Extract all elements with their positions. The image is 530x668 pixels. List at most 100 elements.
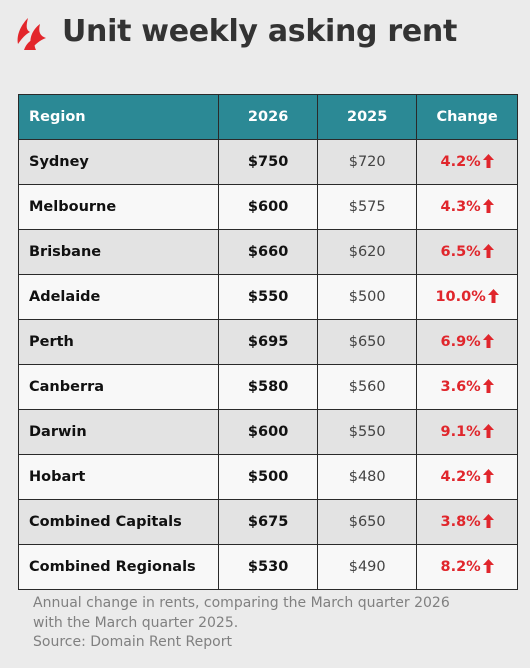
table-cell: 4.2% xyxy=(416,454,518,500)
table-cell: 6.9% xyxy=(416,319,518,365)
up-arrow xyxy=(482,334,494,348)
table-cell: $550 xyxy=(317,409,418,455)
header-row: Region 2026 2025 Change xyxy=(17,94,518,140)
cell-text: $480 xyxy=(348,469,386,485)
cell-text: 9.1% xyxy=(440,424,481,440)
table-cell: $530 xyxy=(218,544,319,590)
cell-text: $530 xyxy=(247,559,289,575)
table-cell: $650 xyxy=(317,319,418,365)
table-cell: 6.5% xyxy=(416,229,518,275)
cell-text: 6.5% xyxy=(440,244,481,260)
table-cell: $580 xyxy=(218,364,319,410)
table-row: Combined Regionals $530 $490 8.2% xyxy=(17,544,518,590)
cell-text: $675 xyxy=(247,514,289,530)
table-cell: Brisbane xyxy=(17,229,220,275)
footer: Annual change in rents, comparing the Ma… xyxy=(33,594,473,653)
table-cell: 3.8% xyxy=(416,499,518,545)
table-row: Darwin $600 $550 9.1% xyxy=(17,409,518,455)
cell-text: $750 xyxy=(247,154,289,170)
cell-text: $650 xyxy=(348,514,386,530)
cell-text: $500 xyxy=(348,289,386,305)
cell-text: $500 xyxy=(247,469,289,485)
table-cell: $600 xyxy=(218,184,319,230)
table-cell: $620 xyxy=(317,229,418,275)
up-arrow xyxy=(482,154,494,168)
table-cell: Combined Capitals xyxy=(17,499,220,545)
cell-text: Combined Regionals xyxy=(29,559,196,575)
up-arrow xyxy=(482,199,494,213)
up-arrow xyxy=(482,514,494,528)
table-cell: 10.0% xyxy=(416,274,518,320)
cell-text: $650 xyxy=(348,334,386,350)
column-header: 2026 xyxy=(218,94,319,140)
table-cell: 4.2% xyxy=(416,139,518,185)
table-row: Brisbane $660 $620 6.5% xyxy=(17,229,518,275)
table-cell: $675 xyxy=(218,499,319,545)
table-cell: 4.3% xyxy=(416,184,518,230)
cell-text: $490 xyxy=(348,559,386,575)
cell-text: $660 xyxy=(247,244,289,260)
cell-text: $695 xyxy=(247,334,289,350)
table-cell: Darwin xyxy=(17,409,220,455)
cell-text: 4.2% xyxy=(440,154,481,170)
cell-text: Canberra xyxy=(29,379,105,395)
table-cell: $720 xyxy=(317,139,418,185)
cell-text: Darwin xyxy=(29,424,87,440)
rent-table: Region 2026 2025 Change Sydney $750 $720 4.2% M… xyxy=(17,94,518,590)
table-cell: Melbourne xyxy=(17,184,220,230)
cell-text: $600 xyxy=(247,199,289,215)
cell-text: $600 xyxy=(247,424,289,440)
cell-text: Adelaide xyxy=(29,289,101,305)
table-cell: $500 xyxy=(218,454,319,500)
column-header: Region xyxy=(17,94,220,140)
cell-text: 3.6% xyxy=(440,379,481,395)
title: Unit weekly asking rent xyxy=(62,14,457,49)
table-head: Region 2026 2025 Change xyxy=(17,94,518,140)
table-row: Sydney $750 $720 4.2% xyxy=(17,139,518,185)
logo xyxy=(17,18,46,50)
table-row: Melbourne $600 $575 4.3% xyxy=(17,184,518,230)
table-row: Hobart $500 $480 4.2% xyxy=(17,454,518,500)
up-arrow xyxy=(482,469,494,483)
cell-text: $580 xyxy=(247,379,289,395)
table-cell: $550 xyxy=(218,274,319,320)
cell-text: $575 xyxy=(348,199,386,215)
table-cell: $650 xyxy=(317,499,418,545)
cell-text: 3.8% xyxy=(440,514,481,530)
table-cell: 8.2% xyxy=(416,544,518,590)
cell-text: Brisbane xyxy=(29,244,102,260)
cell-text: $720 xyxy=(348,154,386,170)
up-arrow xyxy=(482,379,494,393)
column-header: 2025 xyxy=(317,94,418,140)
cell-text: Perth xyxy=(29,334,74,350)
up-arrow xyxy=(482,559,494,573)
table-row: Canberra $580 $560 3.6% xyxy=(17,364,518,410)
footnote: Annual change in rents, comparing the Ma… xyxy=(33,595,450,631)
cell-text: $620 xyxy=(348,244,386,260)
cell-text: 4.3% xyxy=(440,199,481,215)
table-cell: $500 xyxy=(317,274,418,320)
table-cell: $695 xyxy=(218,319,319,365)
table-cell: Sydney xyxy=(17,139,220,185)
table-cell: $600 xyxy=(218,409,319,455)
column-header: Change xyxy=(416,94,518,140)
table-cell: Hobart xyxy=(17,454,220,500)
cell-text: $560 xyxy=(348,379,386,395)
table-row: Combined Capitals $675 $650 3.8% xyxy=(17,499,518,545)
cell-text: Hobart xyxy=(29,469,86,485)
table-cell: $750 xyxy=(218,139,319,185)
cell-text: Sydney xyxy=(29,154,89,170)
table-cell: Combined Regionals xyxy=(17,544,220,590)
table-cell: $560 xyxy=(317,364,418,410)
cell-text: 4.2% xyxy=(440,469,481,485)
cell-text: 8.2% xyxy=(440,559,481,575)
table-cell: $660 xyxy=(218,229,319,275)
cell-text: $550 xyxy=(348,424,386,440)
cell-text: 6.9% xyxy=(440,334,481,350)
table-body: Sydney $750 $720 4.2% Melbourne $600 $575 4.3% B… xyxy=(17,139,518,590)
table-cell: Adelaide xyxy=(17,274,220,320)
table-cell: 3.6% xyxy=(416,364,518,410)
table-cell: Canberra xyxy=(17,364,220,410)
table-cell: Perth xyxy=(17,319,220,365)
